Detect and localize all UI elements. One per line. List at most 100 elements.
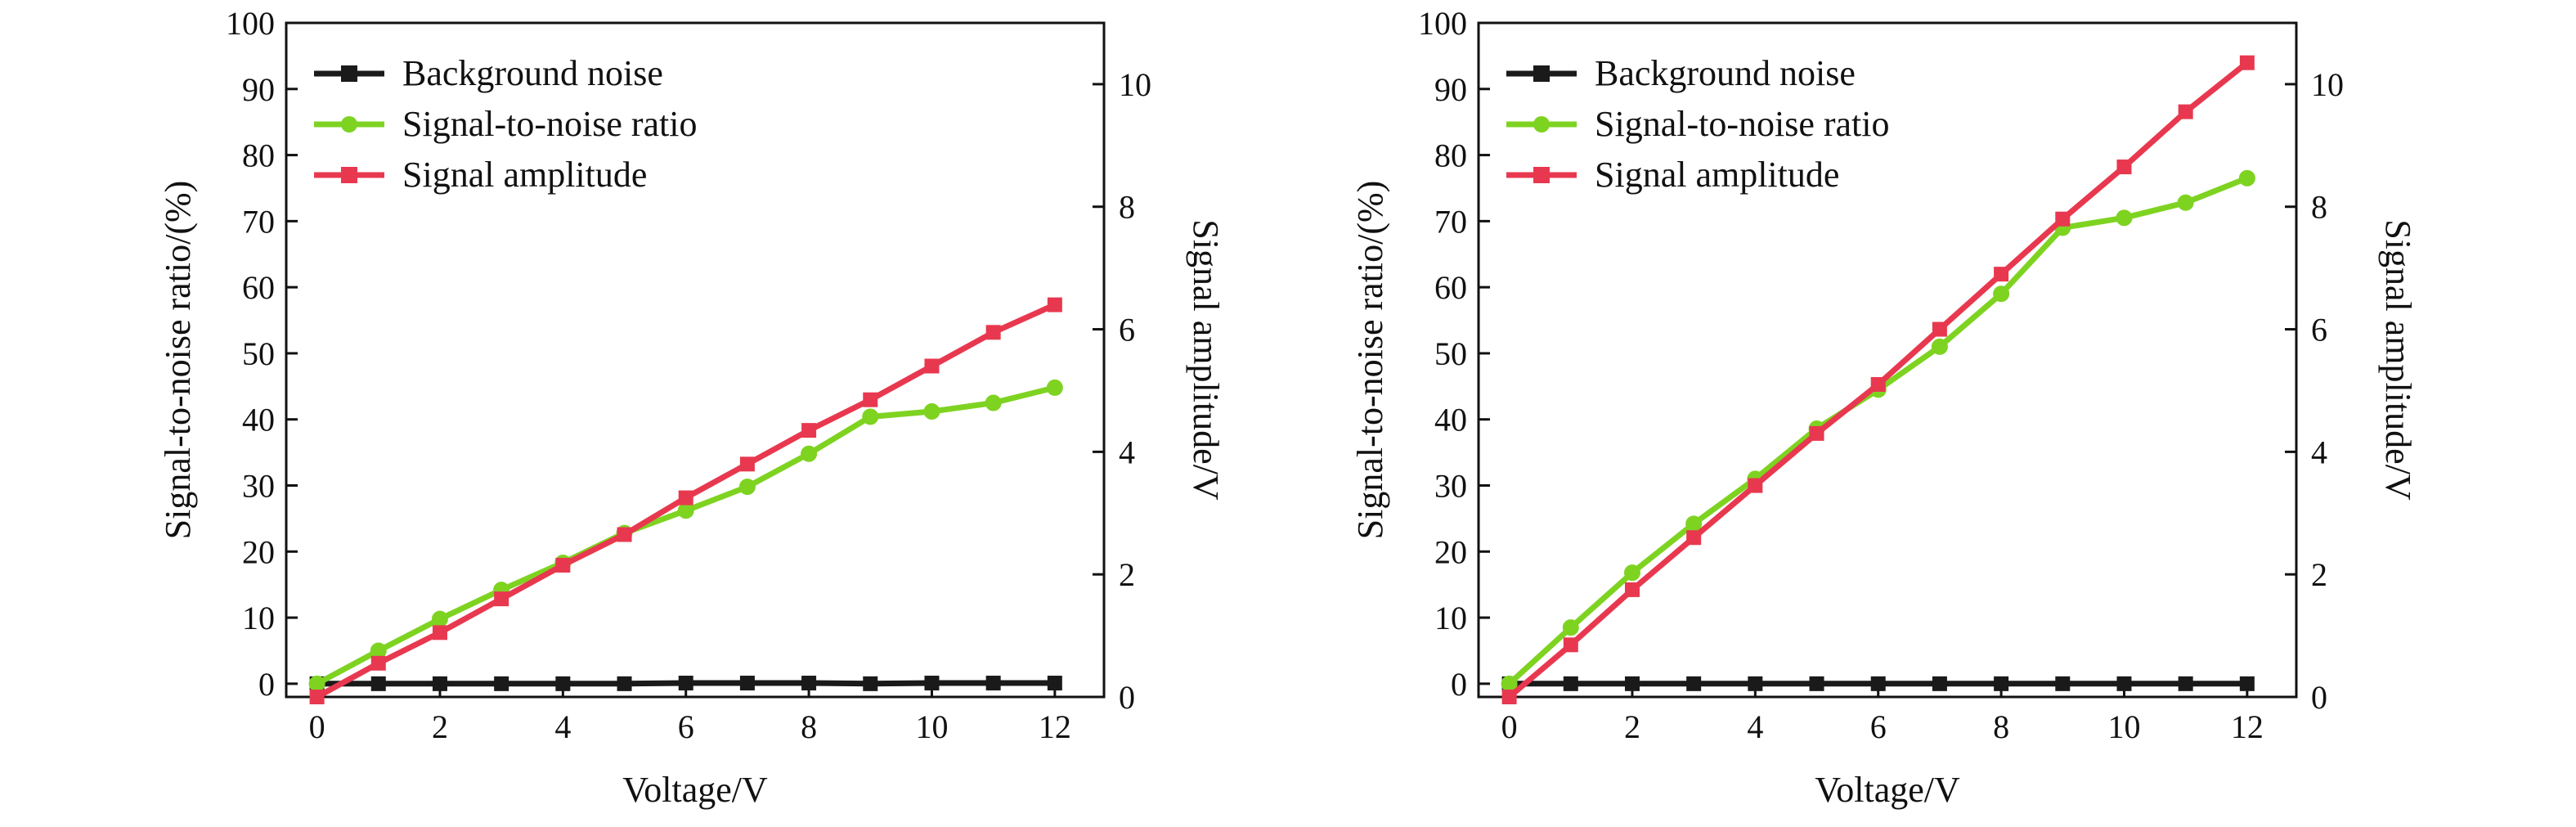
legend-item-snr: Signal-to-noise ratio: [314, 104, 698, 144]
y-tick-label: 60: [242, 269, 275, 306]
y-tick-label: 40: [1434, 402, 1467, 438]
x-tick-label: 2: [1624, 708, 1640, 745]
y-tick-label: 100: [226, 5, 275, 42]
y2-axis-label: Signal amplitude/V: [2378, 219, 2418, 501]
y-tick-label: 80: [242, 137, 275, 174]
data-point: [1562, 619, 1579, 636]
legend: Background noise Signal-to-noise ratio Sig…: [314, 53, 698, 195]
y-tick-label: 50: [242, 335, 275, 372]
data-point: [738, 479, 756, 496]
series-line-snr: [1507, 175, 2249, 686]
data-point: [370, 642, 387, 659]
data-point: [1993, 285, 2010, 303]
legend-label: Background noise: [402, 53, 663, 93]
legend-label: Signal amplitude: [1595, 155, 1839, 195]
y-tick-label: 90: [1434, 71, 1467, 108]
y-tick-label: 60: [1434, 269, 1467, 306]
data-point: [1623, 564, 1640, 582]
x-axis-label: Voltage/V: [1815, 770, 1960, 810]
data-point: [2178, 676, 2193, 691]
x-tick-label: 6: [678, 708, 694, 745]
data-point: [801, 423, 817, 438]
y-tick-label: 70: [1434, 203, 1467, 240]
y2-tick-label: 8: [2311, 189, 2327, 226]
legend-marker: [1533, 116, 1550, 133]
x-tick-label: 8: [801, 708, 817, 745]
y-tick-label: 80: [1434, 137, 1467, 174]
y-tick-label: 0: [1451, 666, 1467, 703]
x-tick-label: 0: [309, 708, 325, 745]
x-tick-label: 0: [1501, 708, 1518, 745]
data-point: [1624, 582, 1640, 597]
y-tick-label: 30: [1434, 467, 1467, 504]
data-point: [2116, 160, 2132, 175]
plot-frame: [1477, 21, 2298, 699]
legend-item-amplitude: Signal amplitude: [314, 155, 647, 195]
data-point: [2239, 676, 2255, 691]
data-point: [678, 676, 693, 691]
x-tick-label: 12: [1039, 708, 1071, 745]
data-point: [1046, 379, 1063, 396]
y-tick-label: 20: [242, 533, 275, 570]
y2-tick-label: 4: [1119, 434, 1135, 470]
series-amplitude: [309, 297, 1062, 704]
data-point: [1624, 676, 1640, 691]
data-point: [432, 625, 447, 640]
x-axis-label: Voltage/V: [622, 770, 768, 810]
legend-label: Signal amplitude: [402, 155, 647, 195]
series-snr: [1501, 169, 2255, 692]
data-point: [1563, 637, 1578, 653]
data-point: [1809, 425, 1824, 441]
data-point: [924, 358, 940, 374]
legend-label: Signal-to-noise ratio: [402, 104, 698, 144]
x-tick-label: 8: [1993, 708, 2009, 745]
chart-panel-2: 0 2 4 6 8 10 12 0 10 20 30 40 50 60 70 80 90 100 0 2 4 6 8 10 Vo…: [1350, 5, 2418, 810]
y2-tick-label: 6: [2311, 312, 2327, 348]
series-noise: [309, 676, 1062, 691]
legend-item-snr: Signal-to-noise ratio: [1506, 104, 1890, 144]
series-noise: [1501, 676, 2255, 691]
y2-tick-label: 2: [1119, 556, 1135, 593]
y2-tick-label: 10: [2311, 66, 2344, 103]
data-point: [431, 610, 448, 627]
chart-panel-1: 0 2 4 6 8 10 12 0 10 20 30 40 50 60 70 80 90 100 0 2 4 6 8 10 Vo…: [158, 5, 1226, 810]
data-point: [1685, 515, 1703, 533]
x-tick-label: 4: [1747, 708, 1763, 745]
data-point: [2238, 169, 2255, 187]
data-point: [1047, 676, 1062, 691]
data-point: [924, 676, 940, 691]
data-point: [739, 456, 755, 472]
x-tick-label: 6: [1870, 708, 1887, 745]
data-point: [1748, 676, 1763, 691]
x-tick-label: 10: [915, 708, 948, 745]
y-axis-label: Signal-to-noise ratio/(%): [158, 181, 198, 540]
data-point: [1809, 676, 1824, 691]
data-point: [2116, 676, 2132, 691]
data-point: [2116, 209, 2133, 227]
data-point: [1047, 297, 1062, 312]
legend-marker: [1533, 167, 1550, 183]
x-tick-label: 10: [2107, 708, 2140, 745]
x-tick-label: 4: [554, 708, 571, 745]
data-point: [1994, 267, 2009, 282]
y2-tick-label: 4: [2311, 434, 2327, 470]
data-point: [494, 591, 509, 607]
data-point: [2239, 55, 2255, 70]
series-amplitude: [1501, 55, 2255, 704]
data-point: [2177, 194, 2194, 211]
data-point: [863, 392, 878, 407]
legend-marker: [341, 65, 357, 82]
y2-tick-label: 0: [2311, 679, 2327, 716]
y-tick-label: 20: [1434, 533, 1467, 570]
data-point: [1563, 676, 1578, 691]
data-point: [677, 502, 694, 519]
data-point: [2055, 676, 2071, 691]
x-tick-label: 12: [2231, 708, 2264, 745]
data-point: [1870, 676, 1886, 691]
x-tick-label: 2: [432, 708, 448, 745]
data-point: [1686, 676, 1702, 691]
y2-tick-label: 8: [1119, 189, 1135, 226]
legend-marker: [341, 116, 357, 133]
